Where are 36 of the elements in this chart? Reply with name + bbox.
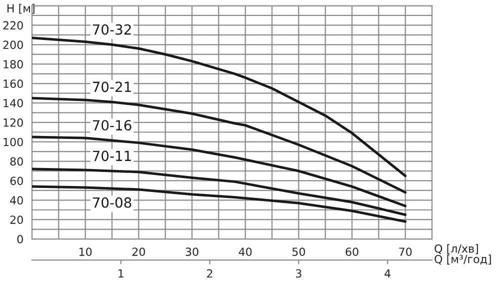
x2-tick-label: 1 [118,269,124,278]
y-tick-label: 180 [4,60,23,68]
x2-axis-title: Q [м³/год] [434,254,491,265]
y-tick-label: 160 [4,79,23,88]
y-tick-label: 40 [10,196,23,205]
x-tick-label: 10 [79,248,92,256]
series-label: 70-21 [92,82,131,92]
line-series [32,36,407,178]
line-series [32,168,407,216]
x-tick-label: 40 [238,248,252,256]
series-label: 70-16 [92,120,132,131]
x-tick-label: 70 [399,248,412,256]
x-axis-title: Q [л/хв] [434,244,478,254]
line-series [32,136,407,208]
y-tick-label: 0 [17,235,23,244]
y-tick-label: 200 [3,40,23,50]
x2-tick-label: 2 [207,269,212,278]
line-series [32,185,407,223]
series-label: 70-32 [92,24,131,35]
y-tick-label: 80 [10,157,23,166]
line-series [32,96,407,194]
y-axis-title: H [м] [7,4,34,14]
y-tick-label: 60 [10,176,23,186]
y-tick-label: 220 [3,21,23,30]
series-label: 70-11 [92,150,131,162]
x2-tick-label: 4 [384,269,390,278]
y-tick-label: 120 [4,118,23,127]
series-label: 70-08 [92,197,132,208]
x-tick-label: 20 [132,248,145,256]
x2-tick-label: 3 [296,269,302,278]
y-tick-label: 140 [4,98,23,108]
y-tick-label: 100 [4,138,23,146]
y-tick-label: 20 [10,216,23,224]
x-tick-label: 60 [346,248,358,256]
x-tick-label: 30 [186,248,198,256]
x-tick-label: 50 [292,248,305,256]
